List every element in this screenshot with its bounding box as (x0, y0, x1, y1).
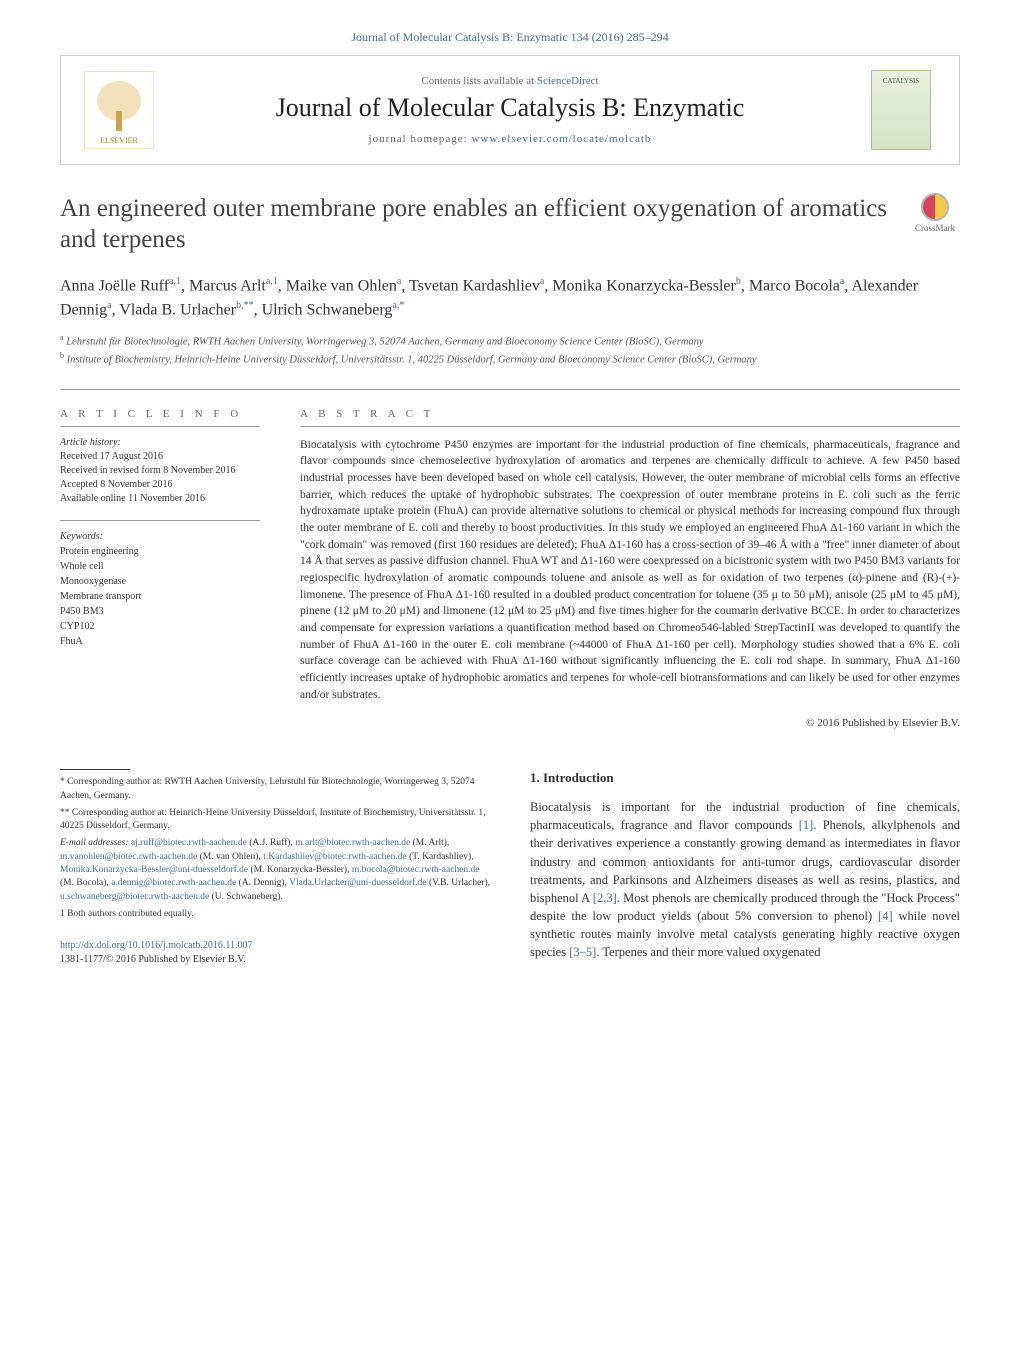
keywords-label: Keywords: (60, 520, 260, 542)
cover-thumb-slot: CATALYSIS (861, 70, 941, 150)
sciencedirect-link[interactable]: ScienceDirect (537, 75, 599, 87)
email-addresses: E-mail addresses: aj.ruff@biotec.rwth-aa… (60, 837, 490, 903)
footnotes-column: * Corresponding author at: RWTH Aachen U… (60, 769, 490, 967)
author-email-link[interactable]: aj.ruff@biotec.rwth-aachen.de (131, 838, 247, 848)
keyword-item: CYP102 (60, 619, 260, 634)
author-email-link[interactable]: m.vanohlen@biotec.rwth-aachen.de (60, 852, 197, 862)
abstract-column: a b s t r a c t Biocatalysis with cytoch… (300, 408, 960, 730)
history-item: Available online 11 November 2016 (60, 492, 260, 506)
corresponding-author-2: ** Corresponding author at: Heinrich-Hei… (60, 807, 490, 834)
crossmark-label: CrossMark (915, 223, 955, 233)
author-email-link[interactable]: m.bocola@biotec.rwth-aachen.de (352, 865, 480, 875)
journal-cover-thumb: CATALYSIS (871, 70, 931, 150)
journal-header: ELSEVIER Contents lists available at Sci… (60, 55, 960, 165)
affiliations: a Lehrstuhl für Biotechnologie, RWTH Aac… (60, 332, 960, 368)
issn-copyright: 1381-1177/© 2016 Published by Elsevier B… (60, 954, 246, 965)
elsevier-logo: ELSEVIER (84, 71, 154, 149)
intro-paragraph: Biocatalysis is important for the indust… (530, 798, 960, 961)
article-info-heading: a r t i c l e i n f o (60, 408, 260, 427)
keyword-item: FhuA (60, 634, 260, 649)
author-email-link[interactable]: m.arlt@biotec.rwth-aachen.de (295, 838, 410, 848)
author-email-link[interactable]: a.dennig@biotec.rwth-aachen.de (111, 878, 236, 888)
corresponding-author-1: * Corresponding author at: RWTH Aachen U… (60, 776, 490, 803)
abstract-text: Biocatalysis with cytochrome P450 enzyme… (300, 437, 960, 704)
intro-heading: 1. Introduction (530, 769, 960, 788)
doi-block: http://dx.doi.org/10.1016/j.molcatb.2016… (60, 939, 490, 967)
equal-contribution-note: 1 Both authors contributed equally. (60, 908, 490, 921)
journal-name: Journal of Molecular Catalysis B: Enzyma… (159, 93, 861, 123)
contents-prefix: Contents lists available at (421, 75, 536, 87)
history-item: Received in revised form 8 November 2016 (60, 464, 260, 478)
authors-list: Anna Joëlle Ruffa,1, Marcus Arlta,1, Mai… (60, 274, 960, 323)
article-info-column: a r t i c l e i n f o Article history: R… (60, 408, 260, 730)
abstract-copyright: © 2016 Published by Elsevier B.V. (300, 717, 960, 729)
citation-link[interactable]: [3–5] (569, 945, 596, 959)
citation-link[interactable]: [1] (799, 818, 814, 832)
history-item: Accepted 8 November 2016 (60, 478, 260, 492)
keyword-item: Membrane transport (60, 589, 260, 604)
history-item: Received 17 August 2016 (60, 450, 260, 464)
journal-homepage-line: journal homepage: www.elsevier.com/locat… (159, 133, 861, 145)
author-email-link[interactable]: t.Kardashliev@biotec.rwth-aachen.de (263, 852, 407, 862)
citation-link[interactable]: [4] (878, 909, 893, 923)
keyword-item: Monooxygenase (60, 574, 260, 589)
publisher-logo-slot: ELSEVIER (79, 71, 159, 149)
svg-text:ELSEVIER: ELSEVIER (100, 136, 138, 145)
keyword-item: Protein engineering (60, 544, 260, 559)
running-head-link[interactable]: Journal of Molecular Catalysis B: Enzyma… (351, 30, 668, 44)
author-email-link[interactable]: Vlada.Urlacher@uni-duesseldorf.de (289, 878, 426, 888)
journal-homepage-link[interactable]: www.elsevier.com/locate/molcatb (471, 133, 651, 145)
author-email-link[interactable]: u.schwaneberg@biotec.rwth-aachen.de (60, 892, 209, 902)
introduction-column: 1. Introduction Biocatalysis is importan… (530, 769, 960, 967)
keyword-item: Whole cell (60, 559, 260, 574)
contents-list-line: Contents lists available at ScienceDirec… (159, 75, 861, 87)
running-head: Journal of Molecular Catalysis B: Enzyma… (60, 30, 960, 45)
citation-link[interactable]: [2,3] (593, 891, 617, 905)
crossmark-icon (921, 193, 949, 221)
crossmark-badge[interactable]: CrossMark (910, 193, 960, 233)
keyword-item: P450 BM3 (60, 604, 260, 619)
author-email-link[interactable]: Monika.Konarzycka-Bessler@uni-duesseldor… (60, 865, 248, 875)
history-label: Article history: (60, 437, 260, 448)
abstract-heading: a b s t r a c t (300, 408, 960, 427)
doi-link[interactable]: http://dx.doi.org/10.1016/j.molcatb.2016… (60, 940, 253, 951)
journal-header-center: Contents lists available at ScienceDirec… (159, 75, 861, 145)
homepage-prefix: journal homepage: (369, 133, 472, 145)
article-title: An engineered outer membrane pore enable… (60, 193, 890, 256)
footnote-rule (60, 769, 130, 770)
